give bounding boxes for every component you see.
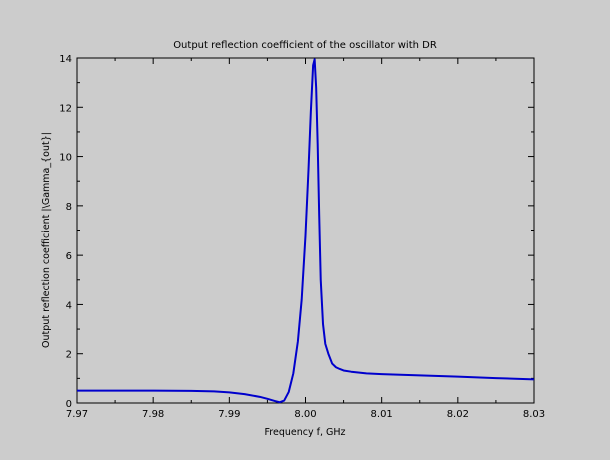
y-tick-label: 12 [59,103,72,114]
y-tick-label: 14 [59,54,72,65]
chart-title: Output reflection coefficient of the osc… [173,40,437,51]
x-tick-label: 7.99 [218,409,240,420]
x-axis-label: Frequency f, GHz [265,427,346,438]
y-tick-label: 10 [59,153,72,164]
series-line [77,58,535,404]
y-tick-label: 8 [66,202,72,213]
y-tick-label: 4 [66,300,72,311]
x-axis: 7.97 7.98 7.99 8.00 8.01 8.02 8.03 [66,58,545,420]
y-tick-label: 2 [66,350,72,361]
y-axis: 0 2 4 6 8 10 12 14 [59,54,534,410]
x-tick-label: 8.00 [294,409,316,420]
x-tick-label: 8.02 [447,409,469,420]
x-tick-label: 7.98 [142,409,164,420]
y-tick-label: 0 [66,399,72,410]
y-tick-label: 6 [66,251,72,262]
x-tick-label: 8.03 [523,409,545,420]
x-tick-label: 7.97 [66,409,88,420]
x-tick-label: 8.01 [371,409,393,420]
y-axis-label: Output reflection coefficient |\Gamma_{o… [41,132,52,348]
